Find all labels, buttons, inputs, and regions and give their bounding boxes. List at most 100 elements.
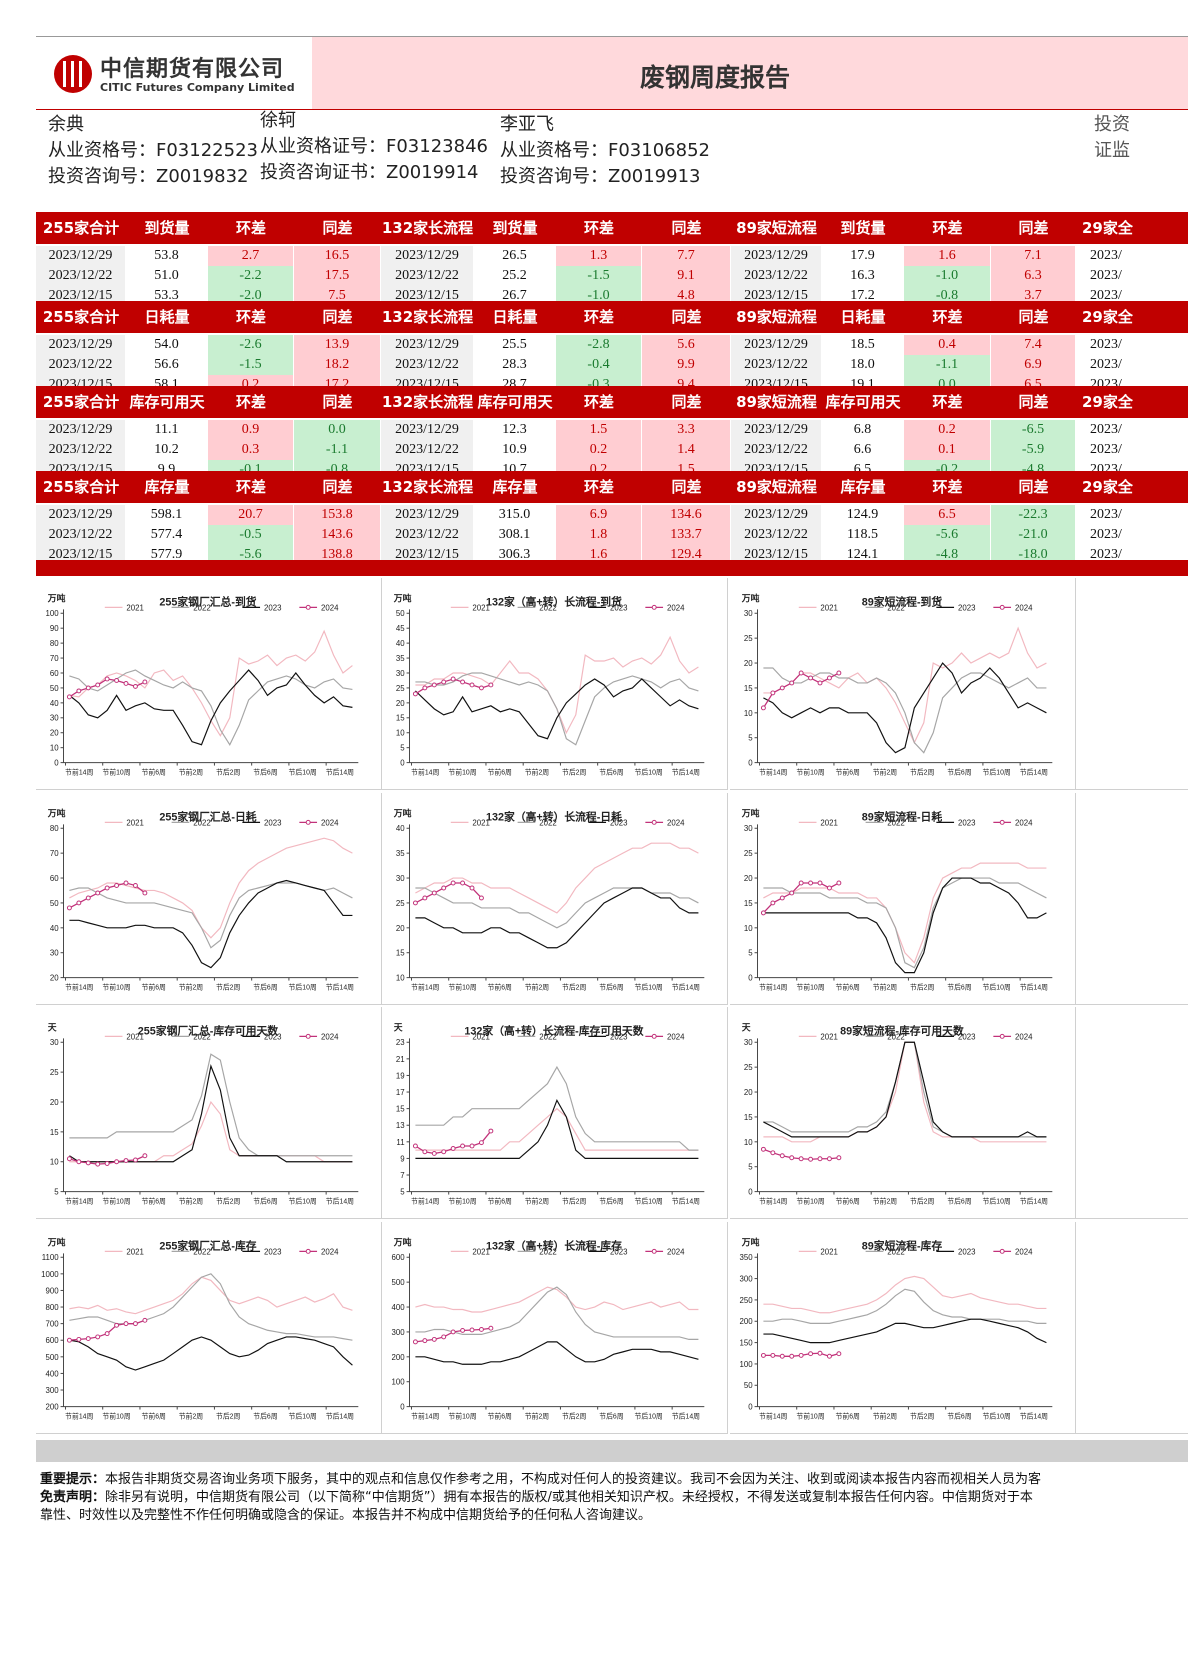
- y-tick-label: 40: [396, 824, 405, 833]
- disclaimer-label-important: 重要提示：: [40, 1472, 106, 1487]
- table-row: 2023/12/29 11.1 0.9 0.0 2023/12/29 12.3 1.5 3.3…: [36, 420, 1188, 440]
- legend-marker: [305, 604, 311, 610]
- data-point-2024: [826, 885, 832, 891]
- legend-marker: [651, 819, 657, 825]
- series-line-2023: [69, 1336, 353, 1371]
- table-cell: 124.9: [822, 505, 903, 525]
- legend-marker: [999, 1033, 1005, 1039]
- y-tick-label: 30: [396, 874, 405, 883]
- data-point-2024: [808, 880, 814, 886]
- disclaimer-text-exemption: 除非另有说明，中信期货有限公司（以下简称“中信期货”）拥有本报告的版权/或其他相…: [105, 1490, 1033, 1505]
- data-point-2024: [142, 679, 148, 685]
- legend-label: 2023: [958, 1247, 976, 1256]
- y-tick-label: 80: [50, 824, 59, 833]
- data-point-2024: [66, 694, 72, 700]
- y-tick-label: 35: [396, 654, 405, 663]
- table-cell: 2023/12/29: [731, 246, 821, 266]
- data-point-2024: [132, 1157, 138, 1163]
- legend-marker: [305, 819, 311, 825]
- data-point-2024: [85, 1160, 91, 1166]
- header-cell: 环差: [235, 308, 266, 326]
- y-tick-label: 200: [739, 1317, 753, 1326]
- y-tick-label: 20: [50, 974, 59, 983]
- legend-marker: [999, 1248, 1005, 1254]
- x-tick-label: 节前10周: [448, 767, 476, 776]
- y-unit-label: 天: [48, 1022, 57, 1032]
- series-line-2022: [415, 887, 699, 929]
- legend-label: 2023: [610, 1247, 628, 1256]
- data-point-2024: [469, 885, 475, 891]
- x-tick-label: 节后2周: [562, 767, 587, 776]
- chart-svg: 万吨 255家钢厂汇总-到货 2021 2022 2023 2024 0 10 20 30 40 50…: [45, 592, 359, 776]
- table-cell: -2.2: [208, 266, 293, 286]
- series-line-2022: [763, 1041, 1047, 1138]
- y-tick-label: 300: [45, 1386, 59, 1395]
- table-cell: 2023/: [1076, 440, 1187, 460]
- y-tick-label: 9: [400, 1154, 404, 1163]
- table-cell: -21.0: [991, 525, 1075, 545]
- analyst-consult: 投资咨询证书：Z0019914: [260, 162, 479, 183]
- y-tick-label: 17: [396, 1088, 405, 1097]
- data-point-2024: [817, 1156, 823, 1162]
- table-cell: 2023/12/29: [731, 505, 821, 525]
- table-cell: 26.5: [474, 246, 555, 266]
- data-point-2024: [95, 1334, 101, 1340]
- table-cell: -1.5: [208, 355, 293, 375]
- table-cell: 7.7: [642, 246, 730, 266]
- header-cell: 库存可用天数: [825, 393, 901, 443]
- table-cell: 118.5: [822, 525, 903, 545]
- table-cell: 56.6: [126, 355, 207, 375]
- data-point-2024: [104, 1331, 110, 1337]
- legend-label: 2022: [887, 818, 904, 827]
- chart-title: 132家（高+转）长流程-到货: [486, 594, 622, 608]
- legend-label: 2023: [264, 603, 282, 612]
- x-tick-label: 节后14周: [326, 1196, 354, 1205]
- legend-marker: [651, 1033, 657, 1039]
- chart-title: 255家钢厂汇总-日耗: [159, 809, 256, 823]
- line-chart: 万吨 132家（高+转）长流程-日耗 2021 2022 2023 2024 10 15 20 2…: [382, 793, 728, 1005]
- table-cell: 2023/: [1076, 246, 1187, 266]
- header-cell: 同差: [671, 219, 702, 237]
- table-cell: 51.0: [126, 266, 207, 286]
- x-tick-label: 节前2周: [525, 982, 550, 991]
- y-unit-label: 万吨: [741, 807, 760, 818]
- data-point-2024: [469, 1327, 475, 1333]
- header-cell: 同差: [1018, 219, 1049, 237]
- data-point-2024: [142, 1317, 148, 1323]
- x-tick-label: 节后6周: [253, 1411, 278, 1420]
- chart-title: 255家钢厂汇总-到货: [159, 594, 256, 608]
- y-tick-label: 20: [50, 729, 59, 738]
- y-tick-label: 30: [50, 1038, 59, 1047]
- data-point-2024: [76, 900, 82, 906]
- table-cell: 2023/12/22: [36, 525, 125, 545]
- data-point-2024: [450, 880, 456, 886]
- table-cell: 0.0: [294, 420, 380, 440]
- y-tick-label: 500: [391, 1278, 405, 1287]
- x-tick-label: 节后10周: [289, 1196, 317, 1205]
- analyst-2: 徐轲 从业资格证号：F03123846 投资咨询证书：Z0019914: [260, 108, 488, 186]
- table-row: 2023/12/22 10.2 0.3 -1.1 2023/12/22 10.9 0.2 1.…: [36, 440, 1188, 460]
- y-tick-label: 500: [45, 1353, 59, 1362]
- x-tick-label: 节后6周: [599, 1411, 624, 1420]
- series-line-2021: [415, 842, 699, 914]
- chart-title: 89家短流程-库存: [862, 1238, 943, 1252]
- series-line-2021: [69, 1100, 353, 1163]
- x-tick-label: 节前10周: [102, 1411, 130, 1420]
- data-point-2024: [123, 1321, 129, 1327]
- data-point-2024: [779, 895, 785, 901]
- line-chart: 天 255家钢厂汇总-库存可用天数 2021 2022 2023 2024 5 10 15 20 2…: [36, 1007, 382, 1219]
- data-point-2024: [412, 1143, 418, 1149]
- y-tick-label: 15: [744, 1113, 753, 1122]
- series-line-2023: [415, 887, 699, 949]
- line-chart: 万吨 89家短流程-库存 2021 2022 2023 2024 0 50 100 150 200 2…: [730, 1222, 1076, 1434]
- data-point-2024: [779, 1353, 785, 1359]
- table-header: 255家合计 日耗量 环差 同差 132家长流程 日耗量 环差 同差 89家短流程 日耗量 环差 同差…: [36, 301, 1188, 333]
- header-cell: 库存可用天数: [129, 393, 205, 443]
- table-cell: 2023/12/22: [381, 525, 473, 545]
- legend-label: 2023: [264, 1247, 282, 1256]
- y-tick-label: 40: [396, 639, 405, 648]
- table-cell: 2023/12/22: [731, 266, 821, 286]
- y-tick-label: 1000: [41, 1270, 59, 1279]
- x-tick-label: 节前14周: [759, 982, 787, 991]
